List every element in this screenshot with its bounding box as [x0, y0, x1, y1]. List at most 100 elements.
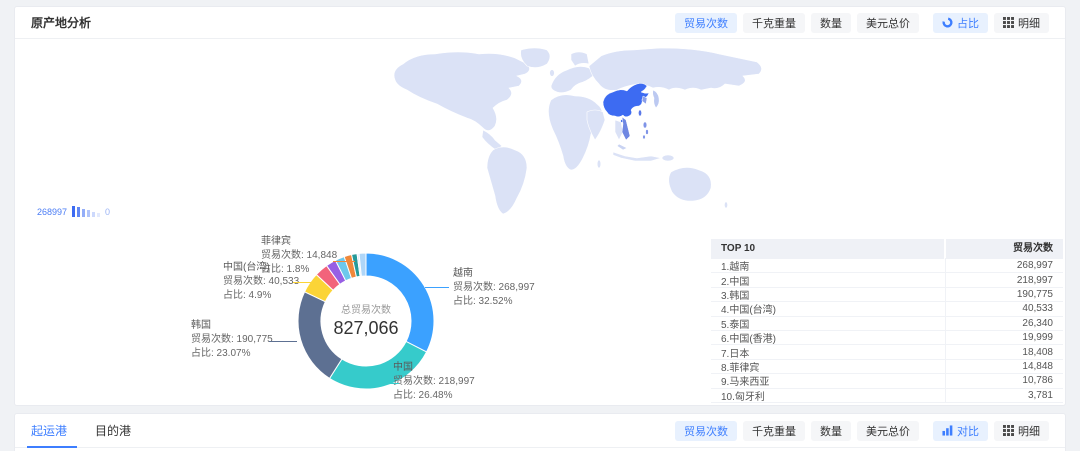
- table-cell-country: 10.匈牙利: [711, 387, 946, 403]
- table-cell-country: 8.菲律宾: [711, 358, 946, 374]
- origin-panel-header: 原产地分析 贸易次数 千克重量 数量 美元总价 占比 明细: [15, 7, 1065, 39]
- top10-header-row: TOP 10 贸易次数: [711, 239, 1063, 259]
- table-cell-value: 40,533: [1022, 303, 1053, 315]
- callout-pct: 占比: 23.07%: [191, 348, 251, 359]
- map-continent-south-america[interactable]: [486, 146, 528, 215]
- grid-detail-icon: [1003, 425, 1014, 436]
- map-region-madagascar[interactable]: [596, 159, 602, 169]
- port-detail-mode-button[interactable]: 明细: [994, 420, 1049, 441]
- legend-bar: [87, 210, 91, 217]
- port-metric-kg-weight-button[interactable]: 千克重量: [743, 420, 805, 441]
- map-region-uk[interactable]: [549, 69, 555, 77]
- compare-mode-button[interactable]: 对比: [933, 420, 988, 441]
- table-cell-value: 268,997: [1016, 260, 1053, 272]
- callout-philippines: 菲律宾 贸易次数: 14,848 占比: 1.8%: [261, 235, 337, 277]
- tab-departure-port[interactable]: 起运港: [26, 414, 78, 448]
- metric-usd-total-button[interactable]: 美元总价: [857, 12, 919, 33]
- map-region-scandinavia[interactable]: [570, 51, 590, 67]
- map-region-greenland[interactable]: [520, 47, 551, 68]
- leader-line-vietnam: [425, 287, 449, 288]
- table-row: 3.韩国 190,775: [711, 286, 1063, 303]
- map-country-japan[interactable]: [652, 89, 660, 109]
- map-region-new-guinea[interactable]: [661, 154, 675, 162]
- table-cell-value: 10,786: [1022, 375, 1053, 387]
- map-continent-europe[interactable]: [550, 66, 596, 93]
- donut-center: 总贸易次数 827,066: [306, 301, 426, 339]
- port-toolbar: 贸易次数 千克重量 数量 美元总价 对比 明细: [675, 420, 1049, 441]
- callout-korea: 韩国 贸易次数: 190,775 占比: 23.07%: [191, 319, 273, 361]
- callout-vietnam: 越南 贸易次数: 268,997 占比: 32.52%: [453, 267, 535, 309]
- callout-pct: 占比: 4.9%: [223, 290, 272, 301]
- table-row: 7.日本 18,408: [711, 344, 1063, 360]
- callout-china: 中国 贸易次数: 218,997 占比: 26.48%: [393, 361, 475, 403]
- table-cell-value: 14,848: [1022, 360, 1053, 372]
- port-tabs: 起运港 目的港: [26, 414, 132, 448]
- leader-line-philippines: [333, 261, 355, 262]
- detail-mode-button[interactable]: 明细: [994, 12, 1049, 33]
- detail-mode-label: 明细: [1018, 17, 1040, 30]
- table-row: 10.匈牙利 3,781: [711, 387, 1063, 403]
- top10-header-metric: 贸易次数: [946, 239, 1063, 259]
- map-continent-asia[interactable]: [588, 47, 762, 91]
- legend-bar: [97, 213, 101, 217]
- map-country-philippines-2[interactable]: [645, 129, 649, 135]
- map-scale-legend: 268997 0: [37, 206, 110, 217]
- donut-svg[interactable]: [171, 235, 601, 407]
- page-title: 原产地分析: [31, 16, 92, 30]
- callout-pct: 占比: 1.8%: [261, 264, 310, 275]
- map-region-india[interactable]: [586, 109, 606, 141]
- legend-bar: [72, 206, 76, 217]
- map-region-malaysia[interactable]: [616, 143, 628, 151]
- world-map[interactable]: [375, 46, 775, 218]
- map-region-australia[interactable]: [668, 167, 712, 202]
- table-row: 8.菲律宾 14,848: [711, 358, 1063, 375]
- pie-chart-icon: [942, 17, 953, 28]
- table-cell-country: 2.中国: [711, 272, 946, 288]
- top10-header-rank: TOP 10: [711, 239, 944, 259]
- donut-center-label: 总贸易次数: [341, 305, 391, 316]
- map-region-indonesia[interactable]: [612, 151, 662, 162]
- map-region-central-america[interactable]: [481, 129, 503, 151]
- donut-segment-其他[interactable]: [358, 252, 367, 277]
- legend-bar: [92, 212, 96, 217]
- tab-destination-port[interactable]: 目的港: [95, 423, 132, 438]
- donut-center-value: 827,066: [333, 318, 399, 338]
- port-metric-trade-count-button[interactable]: 贸易次数: [675, 420, 737, 441]
- port-metric-quantity-button[interactable]: 数量: [811, 420, 851, 441]
- metric-trade-count-button[interactable]: 贸易次数: [675, 12, 737, 33]
- callout-name: 菲律宾: [261, 236, 291, 247]
- map-country-china[interactable]: [602, 83, 650, 118]
- callout-pct: 占比: 32.52%: [453, 296, 513, 307]
- legend-bar: [77, 207, 81, 217]
- map-region-thailand[interactable]: [614, 119, 624, 141]
- map-region-new-zealand[interactable]: [724, 201, 728, 209]
- table-cell-country: 1.越南: [711, 258, 946, 274]
- callout-count: 贸易次数: 268,997: [453, 282, 535, 293]
- table-row: 5.泰国 26,340: [711, 315, 1063, 331]
- pie-mode-button[interactable]: 占比: [933, 12, 988, 33]
- pie-mode-label: 占比: [957, 17, 979, 30]
- table-cell-country: 6.中国(香港): [711, 330, 946, 346]
- legend-max-value: 268997: [37, 207, 68, 217]
- map-country-korea[interactable]: [641, 95, 648, 105]
- map-country-taiwan[interactable]: [638, 109, 642, 117]
- map-continent-north-america[interactable]: [393, 51, 530, 131]
- callout-count: 贸易次数: 218,997: [393, 376, 475, 387]
- leader-line-china: [375, 383, 399, 384]
- bar-chart-icon: [942, 425, 953, 436]
- map-country-philippines-1[interactable]: [642, 121, 648, 129]
- port-metric-usd-total-button[interactable]: 美元总价: [857, 420, 919, 441]
- table-cell-country: 7.日本: [711, 344, 946, 360]
- map-country-philippines-3[interactable]: [642, 134, 646, 140]
- port-analysis-panel: 起运港 目的港 贸易次数 千克重量 数量 美元总价 对比 明细: [14, 413, 1066, 451]
- callout-taiwan: 中国(台湾) 贸易次数: 40,533 占比: 4.9%: [223, 261, 299, 303]
- table-cell-value: 218,997: [1016, 274, 1053, 286]
- detail-mode-label: 明细: [1018, 425, 1040, 438]
- metric-quantity-button[interactable]: 数量: [811, 12, 851, 33]
- callout-name: 中国(台湾): [223, 262, 270, 273]
- metric-kg-weight-button[interactable]: 千克重量: [743, 12, 805, 33]
- top10-table: TOP 10 贸易次数 1.越南 268,997 2.中国 218,997 3.韩国 19…: [711, 239, 1063, 403]
- table-cell-value: 26,340: [1022, 317, 1053, 329]
- map-country-vietnam[interactable]: [621, 116, 631, 141]
- top10-body: 1.越南 268,997 2.中国 218,997 3.韩国 190,775 4.中国(台湾…: [711, 258, 1063, 403]
